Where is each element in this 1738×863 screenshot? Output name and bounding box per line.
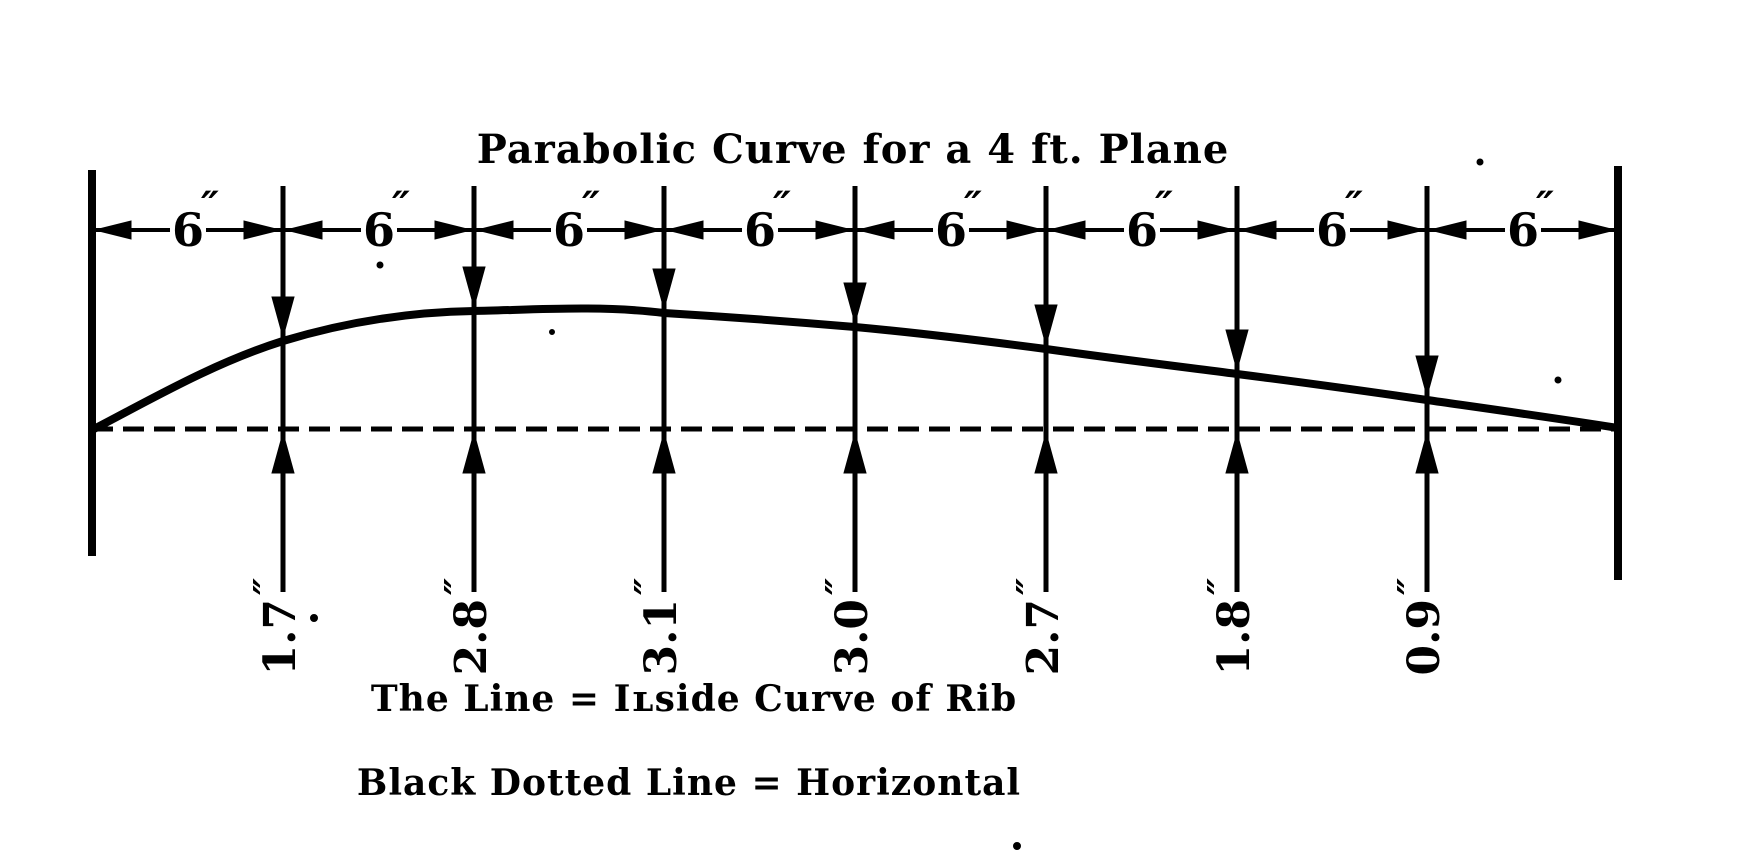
- up-arrowhead: [271, 431, 295, 474]
- up-arrowhead: [1034, 431, 1058, 474]
- spacing-label: 6 ″: [361, 183, 410, 257]
- down-arrowhead: [271, 296, 295, 339]
- inch-marks-icon: ″: [626, 578, 671, 595]
- spacing-value: 6: [170, 203, 206, 257]
- dimension-arrowhead-left: [476, 220, 514, 240]
- inch-marks-icon: ″: [1345, 183, 1363, 230]
- dimension-arrowhead-left: [857, 220, 895, 240]
- ordinate-value: 2.7: [1018, 598, 1069, 676]
- ordinate-label: 1.7 ″: [245, 568, 306, 688]
- inch-marks-icon: ″: [1155, 183, 1173, 230]
- ordinate-label: 3.0 ″: [817, 568, 878, 688]
- ink-speck: [1554, 376, 1562, 384]
- down-arrowhead: [652, 268, 676, 311]
- dimension-arrowhead-left: [1239, 220, 1277, 240]
- spacing-label: 6 ″: [742, 183, 791, 257]
- inch-marks-icon: ″: [582, 183, 600, 230]
- ordinate-value: 3.0: [827, 598, 878, 676]
- dimension-arrowhead-left: [1429, 220, 1467, 240]
- ink-speck: [1013, 842, 1021, 850]
- up-arrowhead: [1415, 431, 1439, 474]
- inch-marks-icon: ″: [773, 183, 791, 230]
- dimension-arrowhead-right: [1578, 220, 1616, 240]
- legend-line-caption: The Line = Iʟside Curve of Rib: [370, 678, 1018, 720]
- ordinate-label: 2.8 ″: [436, 568, 497, 688]
- dimension-arrowhead-left: [666, 220, 704, 240]
- inch-marks-icon: ″: [817, 578, 862, 595]
- inch-marks-icon: ″: [1199, 578, 1244, 595]
- spacing-label: 6 ″: [1505, 183, 1554, 257]
- dimension-arrowhead-right: [434, 220, 472, 240]
- inch-marks-icon: ″: [245, 578, 290, 595]
- dimension-arrowhead-right: [624, 220, 662, 240]
- dimension-arrowhead-right: [815, 220, 853, 240]
- ordinate-label: 3.1 ″: [626, 568, 687, 688]
- dimension-arrowhead-right: [1006, 220, 1044, 240]
- ordinate-label: 0.9 ″: [1389, 568, 1450, 688]
- ink-speck: [1476, 158, 1484, 166]
- spacing-value: 6: [361, 203, 397, 257]
- rib-curve: [88, 304, 1622, 434]
- ordinate-value: 3.1: [636, 598, 687, 676]
- ordinate-value: 2.8: [446, 598, 497, 676]
- ordinate-label: 1.8 ″: [1199, 568, 1260, 688]
- ordinate-value: 1.7: [255, 598, 306, 676]
- ink-speck: [549, 329, 555, 335]
- spacing-label: 6 ″: [170, 183, 219, 257]
- down-arrowhead: [462, 266, 486, 309]
- inch-marks-icon: ″: [1008, 578, 1053, 595]
- spacing-value: 6: [1314, 203, 1350, 257]
- spacing-label: 6 ″: [933, 183, 982, 257]
- dimension-arrowhead-right: [1387, 220, 1425, 240]
- dimension-arrowhead-left: [94, 220, 132, 240]
- down-arrowhead: [1415, 355, 1439, 398]
- ink-speck: [376, 261, 384, 269]
- down-arrowhead: [843, 282, 867, 325]
- dimension-arrowhead-right: [243, 220, 281, 240]
- ordinate-label: 2.7 ″: [1008, 568, 1069, 688]
- spacing-value: 6: [1124, 203, 1160, 257]
- spacing-label: 6 ″: [1314, 183, 1363, 257]
- up-arrowhead: [652, 431, 676, 474]
- inch-marks-icon: ″: [1536, 183, 1554, 230]
- up-arrowhead: [462, 431, 486, 474]
- legend-dotted-caption: Black Dotted Line = Horizontal: [356, 762, 1022, 804]
- ink-speck: [310, 614, 318, 622]
- figure-title: Parabolic Curve for a 4 ft. Plane: [476, 126, 1230, 173]
- spacing-value: 6: [742, 203, 778, 257]
- up-arrowhead: [843, 431, 867, 474]
- spacing-label: 6 ″: [551, 183, 600, 257]
- ordinate-value: 0.9: [1399, 598, 1450, 676]
- spacing-value: 6: [551, 203, 587, 257]
- dimension-arrowhead-left: [285, 220, 323, 240]
- spacing-value: 6: [1505, 203, 1541, 257]
- spacing-value: 6: [933, 203, 969, 257]
- inch-marks-icon: ″: [436, 578, 481, 595]
- down-arrowhead: [1225, 329, 1249, 372]
- dimension-arrowhead-right: [1197, 220, 1235, 240]
- dimension-arrowhead-left: [1048, 220, 1086, 240]
- ordinate-value: 1.8: [1209, 598, 1260, 676]
- inch-marks-icon: ″: [201, 183, 219, 230]
- down-arrowhead: [1034, 304, 1058, 347]
- up-arrowhead: [1225, 431, 1249, 474]
- inch-marks-icon: ″: [1389, 578, 1434, 595]
- inch-marks-icon: ″: [964, 183, 982, 230]
- spacing-label: 6 ″: [1124, 183, 1173, 257]
- inch-marks-icon: ″: [392, 183, 410, 230]
